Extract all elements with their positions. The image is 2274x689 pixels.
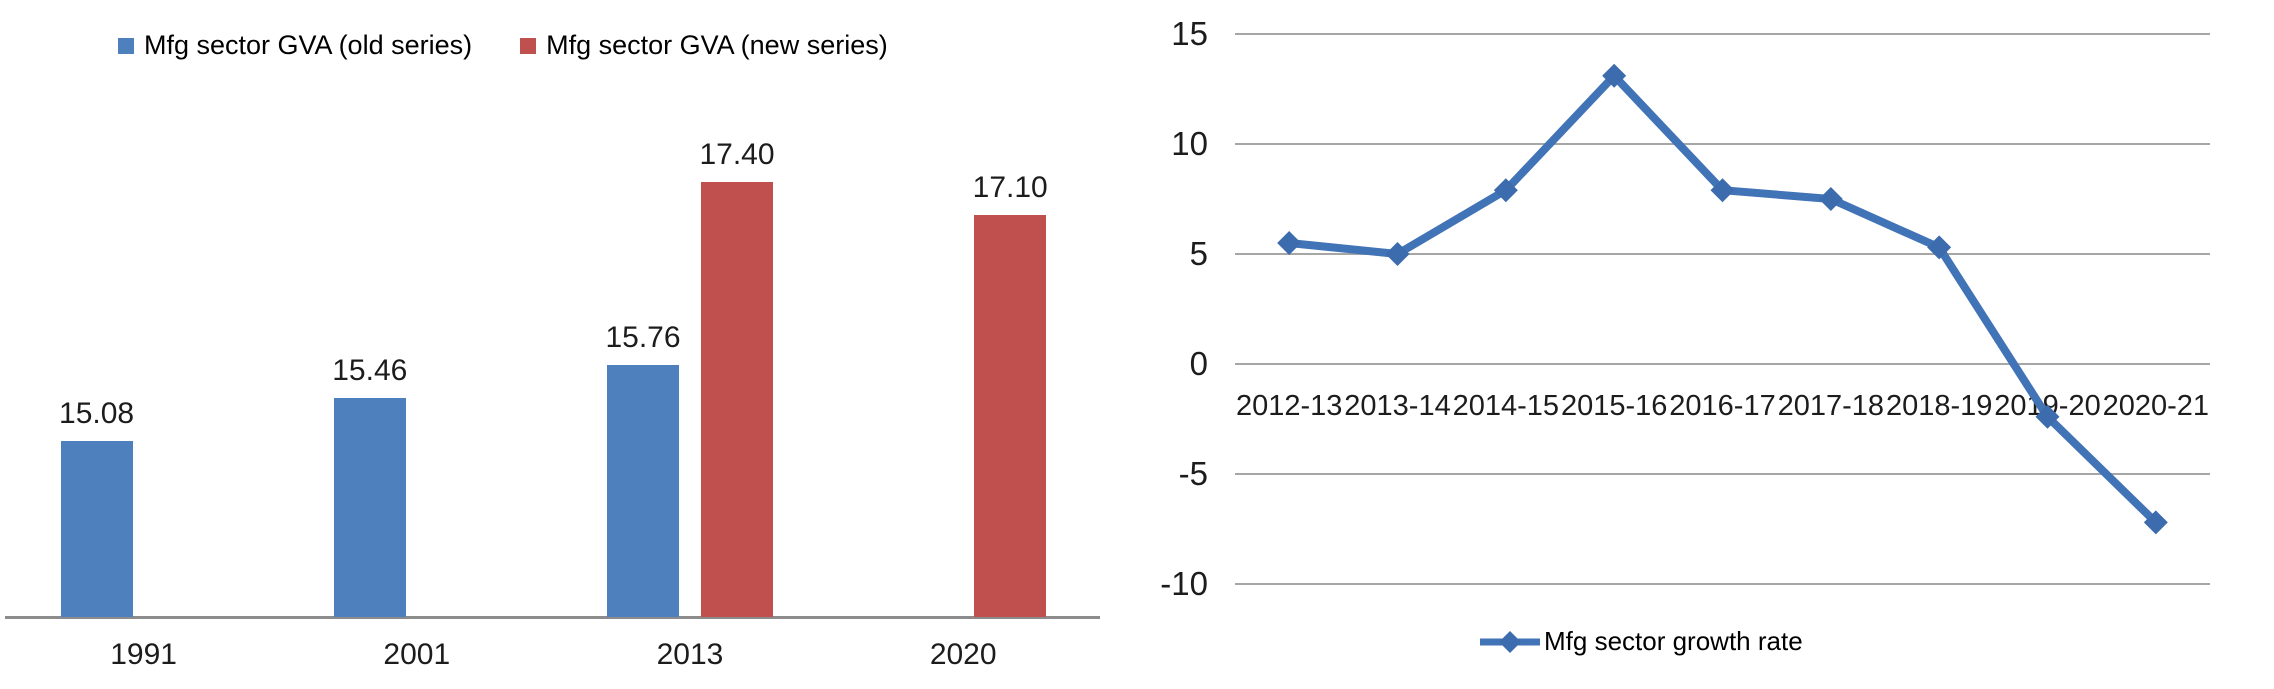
bar-value-label: 17.40 (699, 137, 775, 171)
data-point-marker-2014-15 (1493, 178, 1518, 203)
line-chart-legend-label: Mfg sector growth rate (1544, 626, 1803, 656)
x-axis-tick-label: 2020-21 (2102, 390, 2210, 422)
bar-2020-new-series (974, 215, 1047, 617)
data-point-marker-2012-13 (1277, 231, 1302, 255)
legend-swatch-old-series (118, 37, 134, 54)
bar-2001-old-series (333, 398, 406, 617)
bar-value-label: 15.46 (332, 354, 408, 388)
bar-category-label: 2001 (383, 638, 451, 671)
y-axis-tick-label: -5 (1178, 455, 1208, 492)
gridline-y-10 (1235, 143, 2210, 145)
gridline-y-5 (1235, 253, 2210, 255)
gridline-y--5 (1235, 473, 2210, 475)
legend-swatch-new-series (520, 37, 537, 54)
gridline-y-0 (1235, 363, 2210, 365)
gridline-y-15 (1235, 33, 2210, 35)
bar-category-label: 2013 (656, 638, 724, 671)
bar-chart-legend: Mfg sector GVA (old series) Mfg sector G… (118, 30, 888, 61)
bar-value-label: 15.08 (59, 396, 135, 430)
x-axis-tick-label: 2018-19 (1885, 390, 1993, 422)
y-axis-tick-label: 10 (1171, 125, 1208, 162)
data-point-marker-2016-17 (1710, 178, 1735, 203)
x-axis-tick-label: 2016-17 (1669, 390, 1776, 422)
line-series-marker-icon (1480, 630, 1540, 653)
y-axis-tick-label: 0 (1189, 345, 1208, 382)
line-chart-mfg-growth: 15 10 5 0 -5 -10 2012-13 2013-14 2014-15 2015-16 2… (1140, 0, 2274, 689)
data-point-marker-2019-20 (2035, 404, 2060, 429)
data-point-marker-2015-16 (1602, 63, 1627, 88)
data-point-marker-2017-18 (1818, 187, 1843, 211)
bar-value-label: 17.10 (972, 171, 1048, 205)
line-path (1285, 71, 2160, 527)
y-axis-tick-label: -10 (1160, 565, 1208, 602)
line-chart-legend: Mfg sector growth rate (1478, 626, 1803, 657)
legend-item-old-series: Mfg sector GVA (old series) (118, 30, 472, 61)
x-axis-tick-label: 2013-14 (1344, 390, 1451, 422)
legend-label-new-series: Mfg sector GVA (new series) (546, 30, 888, 60)
legend-item-new-series: Mfg sector GVA (new series) (520, 30, 888, 61)
gridline-y--10 (1235, 583, 2210, 585)
bar-2013-old-series (607, 364, 679, 617)
y-axis-tick-label: 5 (1189, 235, 1208, 272)
bar-category-label: 2020 (929, 638, 997, 671)
bar-category-label: 1991 (110, 638, 177, 671)
growth-rate-line-series (1277, 63, 2168, 535)
data-point-marker-2013-14 (1385, 242, 1410, 266)
x-axis-tick-label: 2017-18 (1777, 390, 1885, 422)
y-axis-tick-label: 15 (1171, 15, 1208, 52)
bar-chart-x-axis-line (5, 616, 1100, 619)
x-axis-tick-label: 2012-13 (1235, 390, 1343, 422)
bar-value-label: 15.76 (605, 320, 681, 354)
x-axis-tick-label: 2015-16 (1560, 390, 1668, 422)
legend-label-old-series: Mfg sector GVA (old series) (144, 30, 473, 60)
data-point-marker-2018-19 (1927, 235, 1952, 260)
bar-2013-new-series (701, 181, 773, 617)
bar-1991-old-series (60, 440, 133, 617)
bar-chart-mfg-gva: Mfg sector GVA (old series) Mfg sector G… (5, 30, 1100, 671)
x-axis-tick-label: 2014-15 (1452, 390, 1560, 422)
